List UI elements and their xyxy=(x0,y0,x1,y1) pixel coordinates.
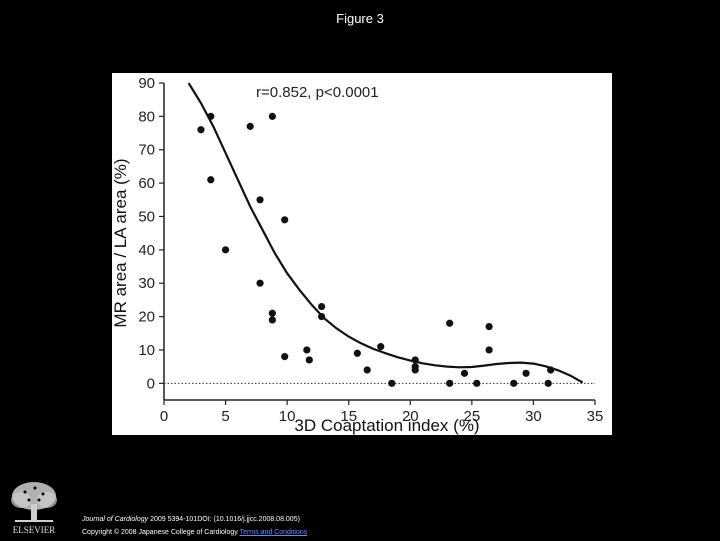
data-point xyxy=(377,343,385,351)
data-point xyxy=(547,366,555,374)
tick-labels-layer: 0 5 10 15 20 25 30 35 0 10 20 30 40 50 60 70 80 90 xyxy=(138,75,603,425)
data-point xyxy=(473,379,481,387)
terms-link[interactable]: Terms and Conditions xyxy=(239,529,308,536)
copyright-line: Copyright © 2008 Japanese College of Car… xyxy=(82,526,307,539)
data-point xyxy=(256,279,264,287)
y-tick-label: 80 xyxy=(138,108,155,125)
x-tick-label: 30 xyxy=(525,408,542,425)
slide-title: Figure 3 xyxy=(336,11,384,26)
y-tick-label: 60 xyxy=(138,175,155,192)
y-tick-label: 30 xyxy=(138,275,155,292)
data-point xyxy=(544,379,552,387)
y-tick-label: 90 xyxy=(138,75,155,92)
x-axis-title: 3D Coaptation index (%) xyxy=(294,416,479,435)
data-point xyxy=(510,379,518,387)
data-point xyxy=(305,356,313,364)
data-point xyxy=(268,112,276,120)
data-point xyxy=(485,346,493,354)
x-tick-label: 20 xyxy=(402,408,419,425)
data-points-layer xyxy=(197,112,555,387)
y-axis-title: MR area / LA area (%) xyxy=(112,158,130,327)
data-point xyxy=(281,353,289,361)
citation-text: 2009 5394-101DOI: (10.1016/j.jjcc.2008.0… xyxy=(148,516,300,523)
data-point xyxy=(207,112,215,120)
data-point xyxy=(411,356,419,364)
data-point xyxy=(207,176,215,184)
citation-footer: Journal of Cardiology 2009 5394-101DOI: … xyxy=(82,513,307,539)
data-point xyxy=(485,322,493,331)
x-tick-label: 5 xyxy=(221,408,229,425)
x-tick-label: 35 xyxy=(587,408,604,425)
data-point xyxy=(268,309,276,317)
data-point xyxy=(318,312,326,321)
data-point xyxy=(318,302,326,311)
copyright-text: Copyright © 2008 Japanese College of Car… xyxy=(82,529,240,536)
y-tick-label: 50 xyxy=(138,208,155,225)
data-point xyxy=(353,349,361,357)
y-tick-label: 20 xyxy=(138,309,155,326)
figure-panel: 0 5 10 15 20 25 30 35 0 10 20 30 40 50 60 70 80 90 r=0.85… xyxy=(112,73,612,435)
axes xyxy=(159,82,596,405)
data-point xyxy=(363,366,371,374)
data-point xyxy=(446,379,454,387)
data-point xyxy=(460,369,469,377)
y-tick-label: 0 xyxy=(147,375,155,392)
data-point xyxy=(388,379,396,387)
data-point xyxy=(268,316,276,324)
y-tick-label: 70 xyxy=(138,142,155,159)
citation-line: Journal of Cardiology 2009 5394-101DOI: … xyxy=(82,513,307,526)
y-tick-label: 10 xyxy=(138,342,155,359)
elsevier-tree-icon: ELSEVIER xyxy=(5,478,63,536)
journal-name: Journal of Cardiology xyxy=(82,516,149,523)
x-tick-label: 0 xyxy=(160,408,168,425)
fit-curve-layer xyxy=(187,82,584,384)
data-point xyxy=(281,216,289,224)
data-point xyxy=(256,196,264,204)
fit-curve xyxy=(187,82,584,384)
x-tick-label: 25 xyxy=(464,408,481,425)
data-point xyxy=(246,122,254,130)
correlation-annotation: r=0.852, p<0.0001 xyxy=(256,84,379,101)
scatter-chart: 0 5 10 15 20 25 30 35 0 10 20 30 40 50 60 70 80 90 r=0.85… xyxy=(112,75,603,435)
data-point xyxy=(522,369,530,377)
x-tick-label: 15 xyxy=(340,408,357,425)
publisher-name: ELSEVIER xyxy=(13,525,56,535)
data-point xyxy=(446,319,454,327)
x-tick-label: 10 xyxy=(279,408,296,425)
data-point xyxy=(221,246,230,254)
data-point xyxy=(303,346,311,354)
data-point xyxy=(197,126,205,134)
y-tick-label: 40 xyxy=(138,242,155,259)
data-point xyxy=(411,366,419,374)
